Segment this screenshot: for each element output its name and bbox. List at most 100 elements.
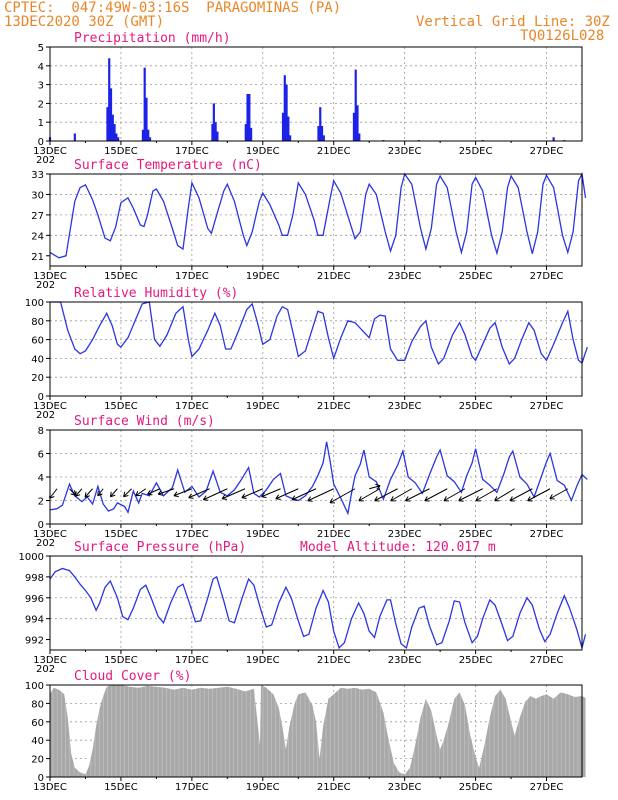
wind-vector-arrow <box>291 488 317 501</box>
temp-ytick-label: 24 <box>31 231 44 242</box>
temp-series-line <box>49 171 587 259</box>
cloud-cover-area <box>50 685 586 777</box>
cloud-ytick-label: 40 <box>31 736 44 747</box>
cloud-xtick-label: 21DEC <box>317 782 351 793</box>
wind-vector-arrow <box>241 488 263 499</box>
precip-ytick-label: 4 <box>38 62 44 73</box>
precip-xtick-label: 21DEC <box>317 146 351 157</box>
precip-bar <box>244 124 247 141</box>
precip-bar <box>322 135 325 141</box>
cloud-xtick-label: 27DEC <box>530 782 564 793</box>
cloud-xtick-label: 17DEC <box>175 782 209 793</box>
precip-bar <box>73 133 76 141</box>
pres-ytick-label: 998 <box>25 573 44 584</box>
precip-xtick-label: 13DEC <box>33 146 67 157</box>
pres-subtitle: Model Altitude: 120.017 m <box>300 540 496 555</box>
wind-year-stub: 202 <box>36 538 55 549</box>
pres-frame <box>49 555 583 651</box>
cloud-ytick-label: 60 <box>31 718 44 729</box>
wind-vector-arrow <box>549 488 569 500</box>
pres-ytick-label: 994 <box>25 615 44 626</box>
temp-xtick-label: 27DEC <box>530 271 564 282</box>
precip-bar <box>145 97 148 141</box>
wind-xtick-label: 23DEC <box>388 529 422 540</box>
wind-vector-arrow <box>458 488 483 502</box>
precip-bar <box>289 135 292 141</box>
temp-xtick-label: 13DEC <box>33 271 67 282</box>
wind-vector-arrow <box>358 488 381 502</box>
pres-xtick-label: 19DEC <box>246 655 280 666</box>
precip-bar <box>249 127 253 141</box>
cloud-xtick-label: 25DEC <box>459 782 493 793</box>
wind-xtick-label: 15DEC <box>104 529 138 540</box>
temp-xtick-label: 21DEC <box>317 271 351 282</box>
precip-bar <box>356 105 359 141</box>
cloud-ytick-label: 0 <box>38 773 44 784</box>
rh-ytick-label: 0 <box>38 392 44 403</box>
wind-vector-arrow <box>374 488 398 502</box>
header-date-line: 13DEC2020 30Z (GMT) <box>4 14 165 30</box>
wind-vector-arrow <box>49 488 58 499</box>
pres-xtick-label: 17DEC <box>175 655 209 666</box>
precip-bar <box>211 124 214 141</box>
wind-vector-arrow <box>424 488 448 502</box>
precip-year-stub: 202 <box>36 155 55 166</box>
rh-ytick-label: 100 <box>25 298 44 309</box>
rh-xtick-label: 25DEC <box>459 401 493 412</box>
wind-xtick-label: 27DEC <box>530 529 564 540</box>
precip-xtick-label: 17DEC <box>175 146 209 157</box>
precip-bar <box>115 133 118 141</box>
pres-xtick-label: 21DEC <box>317 655 351 666</box>
cloud-ytick-label: 80 <box>31 699 44 710</box>
wind-vector-arrow <box>307 488 334 502</box>
wind-ytick-label: 8 <box>38 426 44 437</box>
wind-vector-arrow <box>109 488 118 498</box>
precip-bar <box>148 137 152 141</box>
precip-bar <box>143 67 146 141</box>
cloud-xtick-label: 15DEC <box>104 782 138 793</box>
precip-ytick-label: 1 <box>38 118 44 129</box>
temp-year-stub: 202 <box>36 280 55 291</box>
pres-series-line <box>49 567 587 651</box>
cloud-xtick-label: 19DEC <box>246 782 280 793</box>
precip-bar <box>285 84 288 141</box>
pres-ytick-label: 1000 <box>19 552 44 563</box>
wind-ytick-label: 6 <box>38 450 44 461</box>
rh-xtick-label: 23DEC <box>388 401 422 412</box>
precip-bar <box>552 137 555 141</box>
precip-bar <box>248 94 251 141</box>
temp-xtick-label: 17DEC <box>175 271 209 282</box>
wind-vector-arrow <box>369 483 381 490</box>
precip-bar <box>287 116 290 141</box>
rh-ytick-label: 20 <box>31 373 44 384</box>
pres-title: Surface Pressure (hPa) <box>74 540 246 555</box>
pres-ytick-label: 996 <box>25 594 44 605</box>
header-model-code: TQ0126L028 <box>520 28 605 44</box>
precip-bar <box>116 137 120 141</box>
precip-bar <box>111 114 114 141</box>
precip-frame <box>49 46 583 142</box>
precip-bar <box>320 125 324 141</box>
precip-title: Precipitation (mm/h) <box>74 31 231 46</box>
wind-vector-arrow <box>509 488 533 502</box>
pres-year-stub: 202 <box>36 664 55 675</box>
temp-ytick-label: 33 <box>31 170 44 181</box>
wind-ytick-label: 2 <box>38 497 44 508</box>
rh-year-stub: 202 <box>36 410 55 421</box>
temp-xtick-label: 15DEC <box>104 271 138 282</box>
wind-vector-arrow <box>405 488 430 502</box>
wind-vector-arrow <box>221 488 246 500</box>
temp-xtick-label: 25DEC <box>459 271 493 282</box>
wind-vector-arrow <box>135 488 147 497</box>
rh-series-line <box>50 301 588 366</box>
pres-xtick-label: 23DEC <box>388 655 422 666</box>
pres-xtick-label: 25DEC <box>459 655 493 666</box>
precip-bar <box>108 58 111 141</box>
wind-vector-arrow <box>475 488 498 502</box>
precip-bar <box>283 75 286 141</box>
wind-xtick-label: 13DEC <box>33 529 67 540</box>
precip-ytick-label: 0 <box>38 137 44 148</box>
temp-frame <box>49 173 583 267</box>
header-station-line: CPTEC: 047:49W-03:16S PARAGOMINAS (PA) <box>4 0 342 16</box>
wind-vector-arrow <box>261 488 281 498</box>
